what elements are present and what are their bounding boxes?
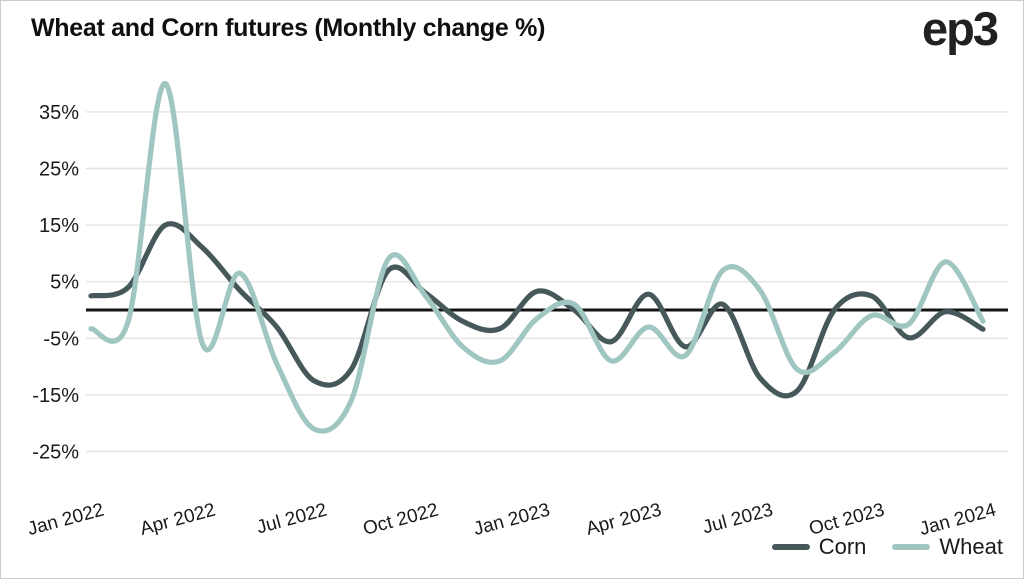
y-tick-label: -25% bbox=[32, 442, 79, 464]
x-tick-label: Apr 2023 bbox=[584, 500, 664, 540]
legend-item-corn: Corn bbox=[771, 534, 867, 560]
legend-label-wheat: Wheat bbox=[939, 534, 1003, 559]
x-tick-label: Jul 2023 bbox=[700, 500, 775, 539]
y-tick-label: 25% bbox=[39, 159, 79, 181]
wheat-line bbox=[88, 80, 986, 434]
wheat-line-swatch bbox=[892, 544, 931, 550]
y-tick-label: 15% bbox=[39, 215, 79, 237]
x-tick-label: Oct 2022 bbox=[361, 500, 441, 540]
legend-item-wheat: Wheat bbox=[892, 534, 1003, 560]
x-tick-label: Jan 2022 bbox=[25, 500, 106, 541]
x-tick-label: Apr 2022 bbox=[138, 500, 218, 540]
y-tick-label: -5% bbox=[43, 328, 79, 350]
x-tick-label: Jan 2023 bbox=[471, 500, 552, 541]
chart-title: Wheat and Corn futures (Monthly change %… bbox=[31, 14, 546, 42]
corn-line bbox=[88, 221, 986, 399]
y-tick-label: 5% bbox=[50, 272, 79, 294]
chart-legend: Corn Wheat bbox=[771, 534, 1003, 560]
y-tick-label: 35% bbox=[39, 102, 79, 124]
legend-label-corn: Corn bbox=[818, 534, 867, 559]
corn-line-swatch bbox=[771, 544, 810, 550]
y-tick-label: -15% bbox=[32, 385, 79, 407]
x-tick-label: Jul 2022 bbox=[254, 500, 329, 539]
ep3-logo: ep3 bbox=[922, 2, 999, 55]
